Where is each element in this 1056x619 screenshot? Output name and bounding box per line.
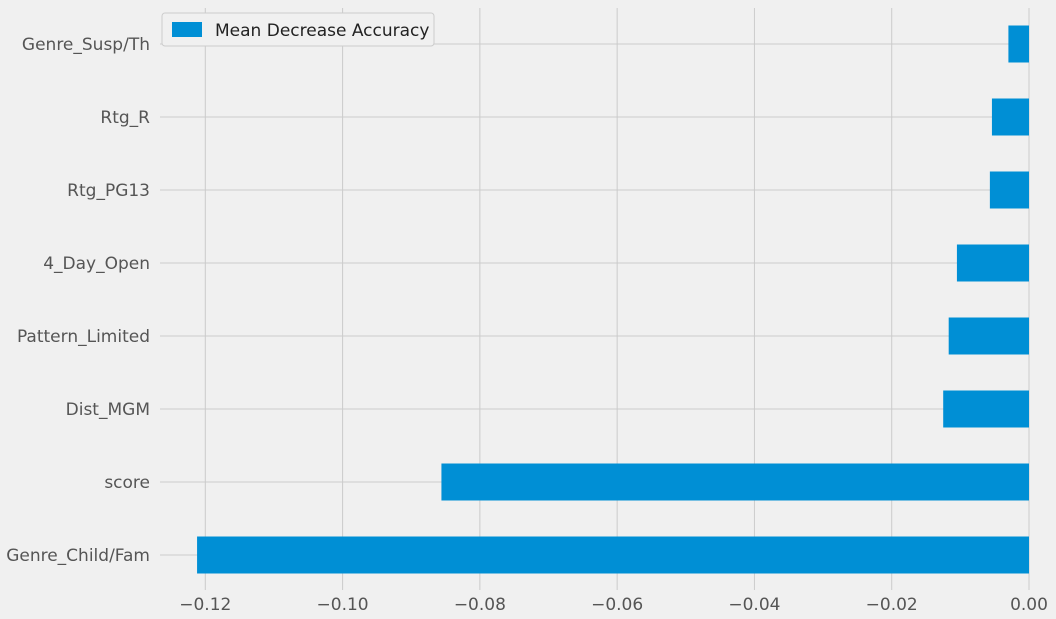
bar: [197, 536, 1029, 574]
x-tick-label: −0.10: [317, 595, 369, 615]
bar: [441, 463, 1029, 501]
bars: [197, 25, 1029, 574]
y-tick-label: Dist_MGM: [66, 400, 150, 420]
y-tick-label: Genre_Child/Fam: [6, 546, 150, 566]
legend-label: Mean Decrease Accuracy: [215, 21, 429, 41]
y-tick-label: score: [104, 473, 150, 493]
bar: [943, 390, 1029, 428]
legend-box: [161, 12, 435, 47]
y-tick-label: Genre_Susp/Th: [22, 35, 150, 55]
legend-swatch: [172, 22, 202, 37]
x-tick-label: −0.02: [866, 595, 918, 615]
x-tick-label: −0.04: [728, 595, 780, 615]
x-tick-label: −0.06: [591, 595, 643, 615]
bar: [956, 244, 1029, 282]
x-tick-label: −0.08: [454, 595, 506, 615]
y-tick-label: Rtg_PG13: [67, 181, 150, 201]
grid: [160, 8, 1030, 590]
x-tick-label: −0.12: [179, 595, 231, 615]
bar: [948, 317, 1029, 355]
y-tick-label: Rtg_R: [100, 108, 150, 128]
x-axis-labels: −0.12 −0.10 −0.08 −0.06 −0.04 −0.02 0.00: [179, 595, 1048, 615]
legend: Mean Decrease Accuracy: [161, 12, 435, 47]
bar: [1008, 25, 1029, 63]
bar: [991, 98, 1029, 136]
bar: [989, 171, 1029, 209]
y-axis-labels: Genre_Susp/Th Rtg_R Rtg_PG13 4_Day_Open Patt…: [6, 35, 150, 566]
y-tick-label: Pattern_Limited: [17, 327, 150, 347]
y-tick-label: 4_Day_Open: [43, 254, 150, 274]
x-tick-label: 0.00: [1010, 595, 1048, 615]
